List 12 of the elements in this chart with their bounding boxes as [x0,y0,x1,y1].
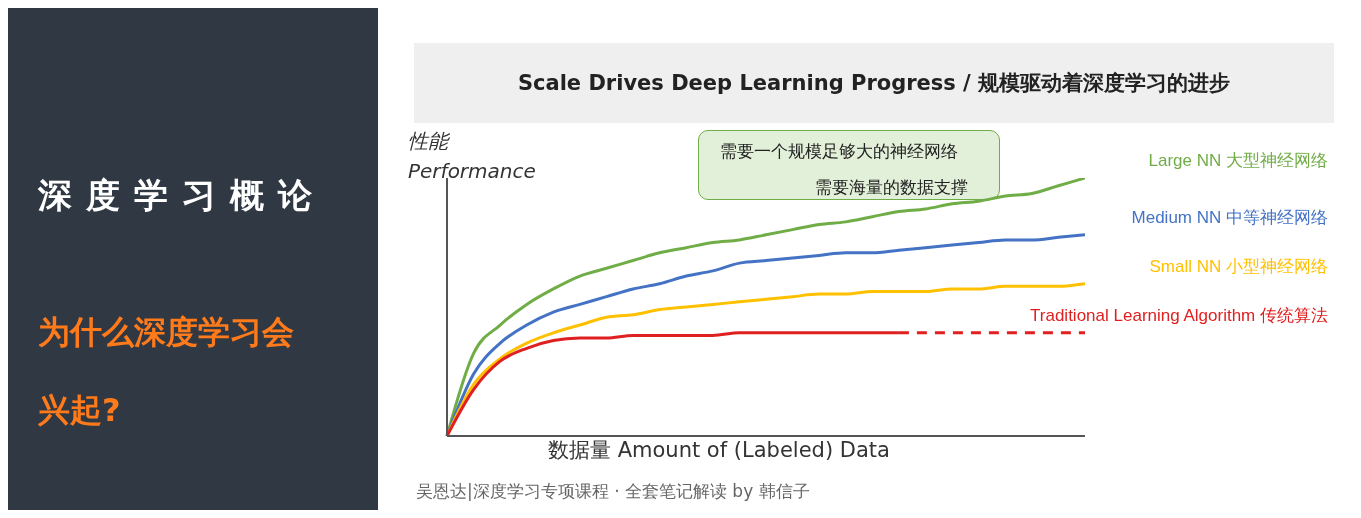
x-axis-title: 数据量 Amount of (Labeled) Data [548,437,890,464]
text: 吴恩达|深度学习专项课程 · 全套笔记解读 by 韩信子 [416,480,810,503]
text: Small NN 小型神经网络 [1148,255,1328,278]
text: Large NN 大型神经网络 [1147,150,1328,172]
text: 需要一个规模足够大的神经网络 [720,140,958,163]
text: Traditional Learning Algorithm 传统算法 [1029,304,1328,327]
text: Medium NN 中等神经网络 [1130,206,1328,229]
text: 深度学习概论 [38,174,326,217]
text: 为什么深度学习会兴起? [38,313,294,429]
chart-title: Scale Drives Deep Learning Progress / 规模驱动着深度学习的进步 [414,43,1334,123]
y-axis-title: 性能 Performance [408,128,537,185]
annotation: 需要海量的数据支撑 [815,176,968,199]
